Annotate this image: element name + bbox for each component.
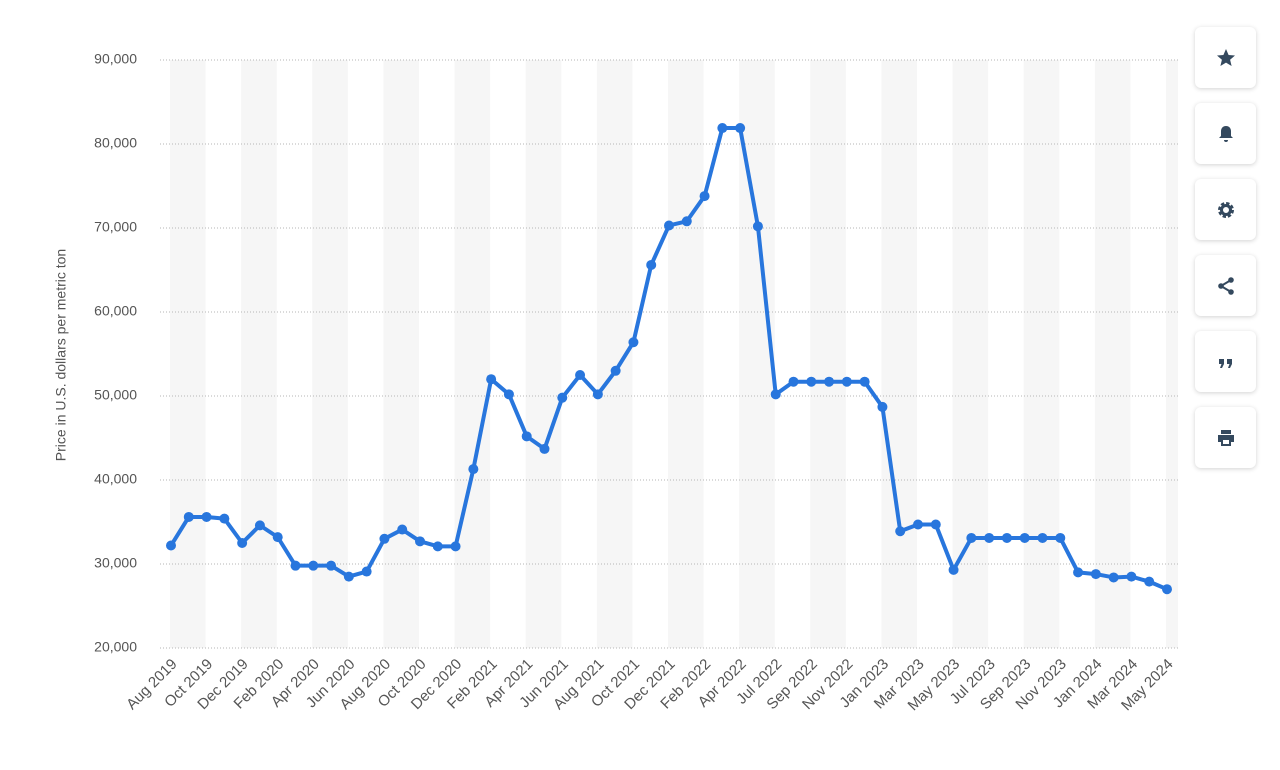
column-band — [454, 60, 491, 648]
y-tick-label: 70,000 — [94, 219, 137, 235]
data-point — [326, 560, 337, 571]
data-point — [788, 376, 799, 387]
data-point — [575, 370, 586, 380]
data-point — [486, 374, 497, 385]
data-point — [1019, 532, 1030, 543]
data-point — [450, 541, 461, 552]
print-button[interactable] — [1195, 407, 1256, 468]
column-band — [952, 60, 989, 648]
data-point — [468, 464, 479, 475]
data-point — [948, 564, 959, 575]
data-point — [1073, 567, 1084, 578]
data-point — [841, 376, 852, 387]
data-point — [735, 123, 746, 134]
column-band — [1023, 60, 1060, 648]
column-band — [312, 60, 348, 648]
data-point — [254, 520, 265, 531]
data-point — [557, 392, 568, 403]
y-tick-label: 20,000 — [94, 639, 137, 655]
data-point — [290, 560, 301, 571]
data-point — [699, 191, 710, 202]
data-point — [1037, 532, 1048, 543]
data-point — [859, 376, 870, 387]
data-point — [877, 401, 888, 412]
data-point — [806, 376, 817, 387]
y-tick-label: 80,000 — [94, 135, 137, 151]
data-point — [432, 541, 443, 552]
data-point — [628, 337, 639, 348]
data-point — [272, 532, 283, 543]
column-band — [1166, 60, 1178, 648]
data-point — [379, 533, 390, 544]
y-axis-label: Price in U.S. dollars per metric ton — [53, 249, 69, 461]
column-band — [525, 60, 562, 648]
column-band — [881, 60, 917, 648]
data-point — [183, 511, 194, 522]
data-point — [521, 431, 532, 442]
data-point — [646, 259, 657, 270]
data-point — [895, 526, 906, 537]
column-band — [170, 60, 206, 648]
chart: Price in U.S. dollars per metric ton 20,… — [53, 51, 1178, 714]
data-point — [219, 513, 230, 524]
favorite-button[interactable] — [1195, 27, 1256, 88]
data-point — [592, 389, 603, 400]
data-point — [913, 519, 923, 530]
data-point — [308, 560, 319, 571]
column-band — [1094, 60, 1131, 648]
data-point — [610, 365, 621, 376]
data-point — [966, 532, 977, 543]
y-tick-label: 60,000 — [94, 303, 137, 319]
data-point — [1144, 576, 1155, 587]
settings-button[interactable] — [1195, 179, 1256, 240]
column-band — [668, 60, 704, 648]
data-point — [1001, 532, 1012, 543]
y-tick-label: 50,000 — [94, 387, 137, 403]
data-point — [930, 519, 941, 530]
share-button[interactable] — [1195, 255, 1256, 316]
cite-button[interactable] — [1195, 331, 1256, 392]
column-band — [241, 60, 277, 648]
y-tick-label: 90,000 — [94, 51, 137, 67]
data-point — [539, 443, 550, 454]
data-point — [1162, 584, 1172, 595]
column-band — [810, 60, 846, 648]
column-band — [383, 60, 419, 648]
y-tick-label: 30,000 — [94, 555, 137, 571]
data-point — [984, 532, 995, 543]
data-point — [166, 540, 176, 551]
data-point — [397, 524, 408, 535]
data-point — [201, 511, 212, 522]
data-point — [752, 221, 763, 232]
data-point — [1126, 571, 1137, 582]
data-point — [237, 538, 248, 548]
data-point — [1108, 572, 1119, 583]
data-point — [343, 571, 354, 582]
data-point — [1055, 532, 1066, 543]
data-point — [664, 220, 674, 231]
notification-button[interactable] — [1195, 103, 1256, 164]
data-point — [824, 376, 835, 387]
data-point — [681, 216, 692, 227]
y-tick-label: 40,000 — [94, 471, 137, 487]
data-point — [415, 536, 425, 547]
data-point — [1090, 569, 1101, 580]
data-point — [770, 389, 781, 400]
data-point — [361, 566, 372, 577]
data-point — [717, 123, 728, 134]
data-point — [503, 389, 514, 400]
